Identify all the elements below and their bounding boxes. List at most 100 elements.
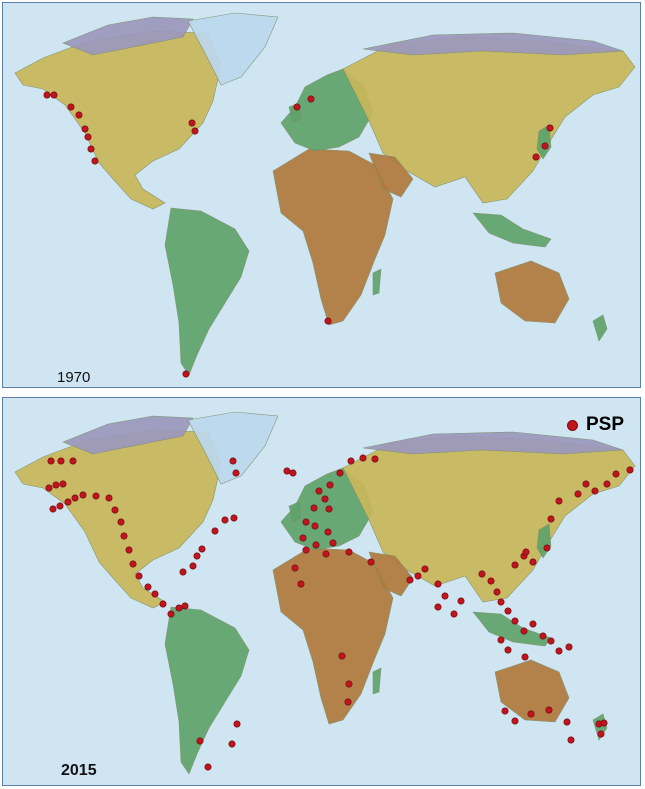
psp-site-marker [555,497,563,505]
psp-site-marker [414,572,422,580]
psp-site-marker [522,548,530,556]
psp-site-marker [181,602,189,610]
year-label-2015: 2015 [61,762,97,779]
psp-site-marker [175,604,183,612]
psp-site-marker [221,516,229,524]
landmass-british-isles [288,501,302,523]
psp-site-marker [228,740,236,748]
psp-site-marker [511,617,519,625]
legend-label: PSP [585,414,624,435]
psp-site-marker [511,717,519,725]
psp-site-marker [307,95,315,103]
psp-site-marker [434,580,442,588]
world-map [14,411,636,775]
psp-site-marker [52,481,60,489]
psp-site-marker [191,127,199,135]
psp-site-marker [64,498,72,506]
psp-site-marker [144,583,152,591]
red-dot-icon [566,419,578,431]
psp-site-marker [457,597,465,605]
psp-site-marker [347,457,355,465]
terrain-landmass [14,12,636,376]
psp-site-marker [310,504,318,512]
psp-site-marker [81,125,89,133]
landmass-africa [272,547,394,725]
psp-sites-2015 [45,454,634,771]
landmass-indonesia [472,611,552,647]
psp-site-marker [87,145,95,153]
psp-site-marker [182,370,190,378]
psp-site-marker [541,142,549,150]
psp-site-marker [84,133,92,141]
psp-site-marker [193,552,201,560]
psp-site-marker [135,572,143,580]
psp-site-marker [547,515,555,523]
map-panel-2015: PSP 2015 [2,397,641,786]
psp-site-marker [520,627,528,635]
psp-site-marker [229,457,237,465]
psp-site-marker [547,637,555,645]
psp-site-marker [555,647,563,655]
landmass-madagascar [372,667,382,695]
year-label-1970: 1970 [57,369,91,386]
psp-site-marker [302,546,310,554]
legend: PSP [566,414,624,436]
psp-site-marker [322,550,330,558]
psp-site-marker [574,490,582,498]
psp-site-marker [57,457,65,465]
psp-site-marker [47,457,55,465]
psp-site-marker [111,506,119,514]
psp-site-marker [159,600,167,608]
psp-site-marker [326,481,334,489]
psp-site-marker [105,494,113,502]
psp-site-marker [117,518,125,526]
psp-site-marker [529,620,537,628]
psp-site-marker [543,544,551,552]
psp-site-marker [59,480,67,488]
psp-site-marker [120,532,128,540]
psp-site-marker [597,730,605,738]
psp-site-marker [129,560,137,568]
terrain-landmass [14,411,636,775]
psp-site-marker [338,652,346,660]
landmass-greenland [187,411,279,485]
psp-site-marker [92,492,100,500]
landmass-south-america [164,606,250,775]
psp-site-marker [71,494,79,502]
psp-site-marker [493,588,501,596]
psp-site-marker [311,522,319,530]
psp-site-marker [324,317,332,325]
psp-site-marker [50,91,58,99]
psp-site-marker [501,707,509,715]
psp-site-marker [441,592,449,600]
psp-site-marker [302,518,310,526]
landmass-australia [494,260,570,324]
psp-site-marker [478,570,486,578]
landmass-siberia-tundra [362,431,624,455]
psp-site-marker [291,564,299,572]
psp-site-marker [497,636,505,644]
psp-site-marker [345,680,353,688]
psp-site-marker [315,487,323,495]
psp-site-marker [532,153,540,161]
psp-site-marker [345,548,353,556]
psp-site-marker [43,91,51,99]
psp-site-marker [79,491,87,499]
psp-site-marker [511,561,519,569]
landmass-indonesia [472,212,552,248]
psp-site-marker [321,495,329,503]
psp-site-marker [293,103,301,111]
psp-site-marker [567,736,575,744]
psp-site-marker [198,545,206,553]
landmass-north-america [14,30,222,210]
psp-site-marker [167,610,175,618]
landmass-canadian-arctic [62,16,194,56]
psp-site-marker [371,455,379,463]
psp-site-marker [487,577,495,585]
psp-site-marker [336,469,344,477]
psp-site-marker [450,610,458,618]
psp-site-marker [75,111,83,119]
psp-site-marker [529,558,537,566]
psp-site-marker [344,698,352,706]
psp-site-marker [497,598,505,606]
